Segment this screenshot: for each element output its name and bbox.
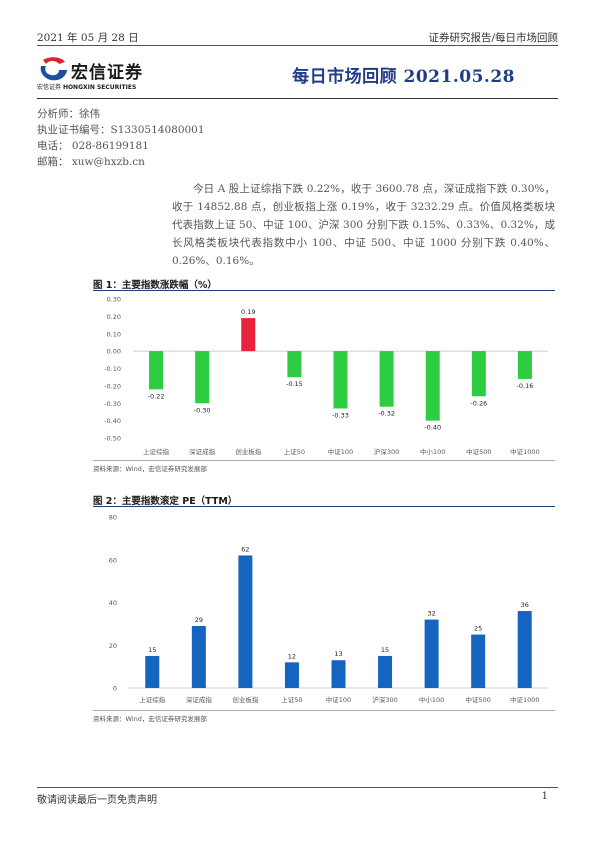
x-tick-label: 上证50 — [284, 447, 305, 456]
y-tick-label: -0.10 — [104, 365, 121, 373]
y-tick-label: 0.10 — [107, 330, 121, 338]
bar — [195, 351, 210, 404]
bar — [517, 351, 532, 379]
bar — [517, 611, 532, 688]
bar — [471, 351, 486, 397]
x-tick-label: 上证综指 — [143, 447, 170, 456]
header-divider — [37, 45, 558, 46]
y-tick-label: 0.20 — [107, 313, 121, 321]
data-label: -0.16 — [517, 382, 534, 390]
bar — [191, 626, 206, 688]
x-tick-label: 中证1000 — [510, 447, 540, 456]
data-label: 15 — [148, 646, 156, 654]
report-series: 证券研究报告/每日市场回顾 — [428, 32, 558, 44]
y-tick-label: -0.20 — [104, 382, 121, 390]
x-tick-label: 深证成指 — [186, 695, 213, 704]
bar — [424, 619, 439, 688]
title-divider — [37, 98, 558, 99]
footer-disclaimer: 敬请阅读最后一页免责声明 — [37, 795, 157, 806]
x-tick-label: 沪深300 — [372, 695, 397, 704]
bar — [378, 655, 393, 688]
data-label: 12 — [288, 652, 296, 660]
data-label: 32 — [427, 610, 435, 618]
x-tick-label: 中证1000 — [510, 695, 540, 704]
y-tick-label: 80 — [109, 514, 117, 522]
page-number: 1 — [541, 791, 548, 802]
figure-1-source: 资料来源：Wind，宏信证券研究发展部 — [93, 465, 207, 473]
analyst-email: 邮箱： xuw@hxzb.cn — [37, 156, 145, 168]
data-label: 36 — [521, 601, 529, 609]
x-tick-label: 上证50 — [281, 695, 302, 704]
figure-1-title: 图 1：主要指数涨跌幅（%） — [93, 280, 217, 291]
figure-1-chart: 0.30 0.20 0.10 0.00 -0.10 -0.20 -0.30 -0.40 -0.5… — [104, 296, 548, 456]
x-tick-label: 中小100 — [419, 695, 444, 704]
data-label: -0.15 — [286, 380, 303, 388]
data-label: -0.33 — [332, 411, 349, 419]
figure-2-chart: 80 60 40 20 0 15 上证综指 29 深证成指 62 创业板指 12 上证50 13 中证100… — [109, 514, 548, 704]
y-tick-label: 60 — [109, 556, 117, 564]
y-tick-label: 0 — [113, 685, 117, 693]
report-date: 2021 年 05 月 28 日 — [37, 32, 139, 44]
bar — [145, 655, 160, 688]
bar — [238, 555, 253, 688]
x-tick-label: 中证100 — [328, 447, 353, 456]
data-label: -0.40 — [424, 424, 441, 432]
footer-divider — [37, 787, 558, 788]
analyst-info: 分析师：徐伟 执业证书编号：S1330514080001 电话： 028-861… — [37, 106, 205, 170]
y-tick-label: 0.30 — [107, 296, 121, 304]
x-tick-label: 中证500 — [466, 447, 491, 456]
y-tick-label: 0.00 — [107, 348, 121, 356]
company-logo: 宏信证券 宏信证券 HONGXIN SECURITIES — [37, 56, 167, 94]
bar — [379, 351, 394, 407]
bar — [425, 351, 440, 421]
bar — [284, 662, 299, 688]
bar — [149, 351, 164, 390]
figure-2-bottom-rule — [93, 710, 555, 711]
x-tick-label: 上证综指 — [139, 695, 166, 704]
y-tick-label: -0.30 — [104, 400, 121, 408]
data-label: -0.26 — [470, 399, 487, 407]
bar — [333, 351, 348, 409]
figure-2-title: 图 2：主要指数滚定 PE（TTM） — [93, 496, 238, 507]
figure-2-source: 资料来源：Wind，宏信证券研究发展部 — [93, 715, 207, 723]
y-tick-label: 20 — [109, 642, 117, 650]
data-label: -0.30 — [194, 406, 211, 414]
x-tick-label: 深证成指 — [189, 447, 216, 456]
x-tick-label: 创业板指 — [232, 695, 259, 704]
figure-1-bottom-rule — [93, 460, 555, 461]
bar — [287, 351, 302, 378]
figure-2-top-rule — [93, 506, 555, 507]
data-label: 25 — [474, 625, 482, 633]
data-label: -0.22 — [148, 392, 165, 400]
x-tick-label: 沪深300 — [374, 447, 399, 456]
analyst-cert: 执业证书编号：S1330514080001 — [37, 124, 205, 136]
analyst-phone: 电话： 028-86199181 — [37, 140, 149, 152]
data-label: -0.32 — [378, 410, 395, 418]
data-label: 15 — [381, 646, 389, 654]
page-header: 2021 年 05 月 28 日 证券研究报告/每日市场回顾 — [37, 30, 558, 46]
x-tick-label: 中小100 — [420, 447, 445, 456]
x-tick-label: 创业板指 — [235, 447, 262, 456]
y-tick-label: 40 — [109, 599, 117, 607]
logo-mark-icon — [40, 57, 67, 81]
data-label: 13 — [334, 650, 342, 658]
market-summary: 今日 A 股上证综指下跌 0.22%，收于 3600.78 点，深证成指下跌 0… — [172, 183, 555, 267]
x-tick-label: 中证100 — [326, 695, 351, 704]
y-tick-label: -0.40 — [104, 417, 121, 425]
data-label: 0.19 — [241, 308, 255, 316]
logo-text: 宏信证券 — [71, 63, 143, 83]
bar — [471, 634, 486, 688]
data-label: 62 — [241, 545, 249, 553]
bar — [241, 318, 256, 352]
y-tick-label: -0.50 — [104, 435, 121, 443]
x-tick-label: 中证500 — [465, 695, 490, 704]
logo-subtext: 宏信证券 HONGXIN SECURITIES — [37, 84, 137, 91]
bar — [331, 660, 346, 688]
data-label: 29 — [195, 616, 203, 624]
figure-1-top-rule — [93, 290, 555, 291]
page-title: 每日市场回顾 2021.05.28 — [292, 67, 515, 87]
analyst-name: 分析师：徐伟 — [37, 108, 100, 120]
